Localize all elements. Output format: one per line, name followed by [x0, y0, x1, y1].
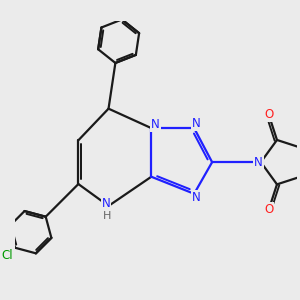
- Text: N: N: [102, 197, 110, 210]
- Text: O: O: [264, 203, 274, 216]
- Text: N: N: [254, 156, 263, 169]
- Text: N: N: [151, 118, 160, 131]
- Text: N: N: [192, 191, 201, 204]
- Text: H: H: [103, 211, 112, 221]
- Text: O: O: [264, 109, 274, 122]
- Text: N: N: [192, 117, 201, 130]
- Text: Cl: Cl: [2, 249, 13, 262]
